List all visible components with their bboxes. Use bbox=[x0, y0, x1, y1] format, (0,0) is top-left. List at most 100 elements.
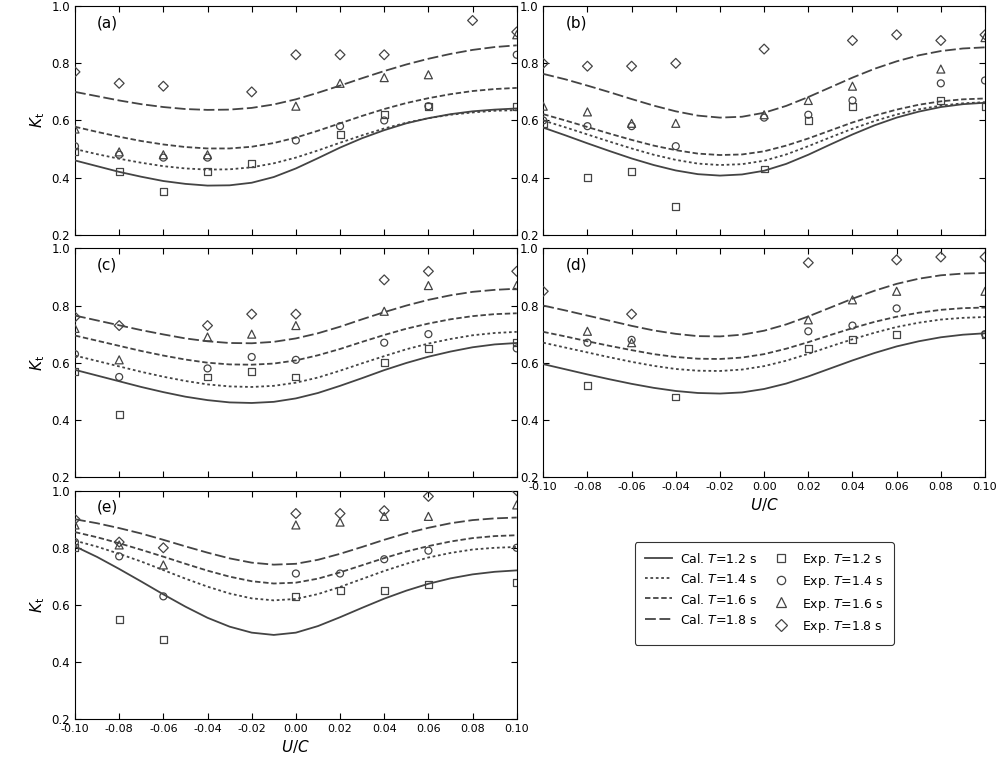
Point bbox=[579, 120, 595, 133]
Point bbox=[200, 370, 216, 383]
Point bbox=[111, 613, 127, 625]
Point bbox=[67, 140, 83, 153]
Point bbox=[933, 34, 949, 46]
Point bbox=[800, 109, 816, 121]
Point bbox=[155, 151, 171, 164]
Point bbox=[67, 146, 83, 158]
Point bbox=[579, 105, 595, 118]
Point bbox=[977, 100, 993, 112]
Point bbox=[977, 74, 993, 87]
Point bbox=[111, 353, 127, 366]
Point bbox=[332, 120, 348, 133]
Point bbox=[67, 322, 83, 335]
Point bbox=[668, 391, 684, 403]
Point bbox=[933, 63, 949, 75]
Point bbox=[288, 591, 304, 603]
Point bbox=[800, 325, 816, 337]
Point bbox=[155, 559, 171, 571]
Point bbox=[420, 328, 436, 340]
Point bbox=[200, 149, 216, 161]
Point bbox=[111, 539, 127, 551]
Point bbox=[579, 60, 595, 72]
Point bbox=[509, 29, 525, 41]
Point bbox=[756, 43, 772, 55]
Point bbox=[376, 356, 392, 369]
Point bbox=[155, 633, 171, 646]
Point bbox=[535, 114, 551, 126]
Point bbox=[376, 553, 392, 566]
Y-axis label: $K_\mathrm{t}$: $K_\mathrm{t}$ bbox=[29, 112, 47, 129]
Point bbox=[509, 336, 525, 349]
Point bbox=[509, 343, 525, 355]
Point bbox=[332, 516, 348, 529]
Point bbox=[509, 499, 525, 512]
Point bbox=[376, 336, 392, 349]
Point bbox=[668, 57, 684, 70]
Point bbox=[800, 114, 816, 126]
Point bbox=[420, 265, 436, 277]
Point bbox=[420, 490, 436, 502]
Point bbox=[244, 308, 260, 320]
Point bbox=[800, 314, 816, 326]
Point bbox=[624, 60, 640, 72]
Point bbox=[111, 149, 127, 161]
Point bbox=[889, 328, 905, 340]
Point bbox=[889, 302, 905, 315]
Point bbox=[111, 146, 127, 158]
Point bbox=[624, 166, 640, 178]
Text: (a): (a) bbox=[97, 16, 118, 30]
Point bbox=[844, 294, 860, 306]
Point bbox=[244, 365, 260, 377]
Point bbox=[420, 510, 436, 522]
Point bbox=[155, 80, 171, 92]
Point bbox=[844, 95, 860, 107]
X-axis label: $U/C$: $U/C$ bbox=[750, 496, 779, 513]
Point bbox=[111, 370, 127, 383]
Point bbox=[200, 166, 216, 178]
Point bbox=[200, 331, 216, 343]
Point bbox=[933, 78, 949, 90]
Point bbox=[509, 484, 525, 497]
Point bbox=[111, 536, 127, 548]
Y-axis label: $K_\mathrm{t}$: $K_\mathrm{t}$ bbox=[29, 597, 47, 613]
Y-axis label: $K_\mathrm{t}$: $K_\mathrm{t}$ bbox=[29, 355, 47, 370]
Point bbox=[579, 171, 595, 184]
Point bbox=[67, 513, 83, 525]
Point bbox=[420, 100, 436, 112]
Point bbox=[844, 319, 860, 332]
Point bbox=[111, 408, 127, 420]
Point bbox=[376, 114, 392, 126]
Point bbox=[376, 584, 392, 597]
Point bbox=[535, 100, 551, 112]
Point bbox=[376, 109, 392, 121]
Point bbox=[420, 68, 436, 81]
Point bbox=[288, 508, 304, 520]
Point bbox=[933, 95, 949, 107]
Point bbox=[288, 353, 304, 366]
Point bbox=[624, 117, 640, 129]
Point bbox=[889, 253, 905, 266]
Point bbox=[756, 163, 772, 175]
Point bbox=[67, 348, 83, 360]
Point bbox=[200, 362, 216, 374]
Point bbox=[509, 100, 525, 112]
Point bbox=[244, 351, 260, 363]
Point bbox=[332, 508, 348, 520]
Point bbox=[977, 285, 993, 298]
Point bbox=[332, 129, 348, 141]
Point bbox=[376, 49, 392, 61]
Point bbox=[67, 311, 83, 323]
Point bbox=[668, 200, 684, 212]
Text: (d): (d) bbox=[565, 257, 587, 273]
Point bbox=[67, 536, 83, 548]
Point bbox=[624, 120, 640, 133]
Point bbox=[509, 542, 525, 554]
Point bbox=[376, 305, 392, 318]
Point bbox=[509, 279, 525, 291]
Point bbox=[420, 343, 436, 355]
Point bbox=[244, 86, 260, 98]
Point bbox=[624, 308, 640, 320]
Point bbox=[535, 285, 551, 298]
Point bbox=[535, 117, 551, 129]
Point bbox=[668, 140, 684, 153]
